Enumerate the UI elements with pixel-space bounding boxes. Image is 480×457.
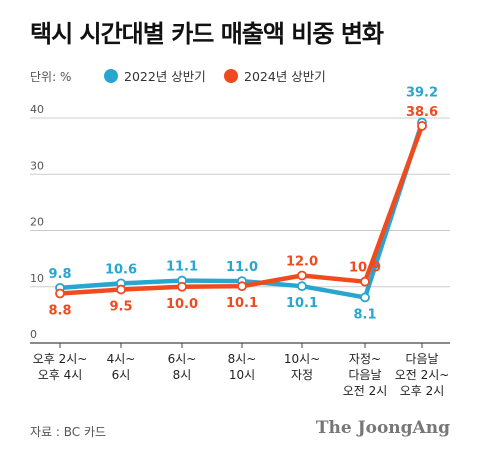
x-tick-label-line: 오전 2시 [343,384,388,398]
data-label: 9.5 [109,300,132,315]
source-note: 자료 : BC 카드 [30,425,107,439]
data-label: 11.1 [166,260,198,275]
x-tick-label-line: 오후 2시 [400,384,445,398]
x-tick-label-line: 8시~ [228,352,257,366]
x-tick-label-line: 6시~ [168,352,197,366]
y-tick-label: 20 [30,216,44,229]
data-point [237,281,247,292]
legend-item-2022: 2022년 상반기 [104,66,206,85]
data-label: 10.1 [286,296,318,311]
x-tick-label-line: 다음날 [348,368,381,382]
x-tick-label-line: 8시 [173,368,192,382]
data-point [360,276,370,287]
x-tick-label-line: 자정 [291,368,313,382]
legend-marker-2024 [224,68,238,83]
legend-item-2024: 2024년 상반기 [224,66,326,85]
y-tick-label: 40 [30,103,44,116]
data-label: 9.8 [48,267,71,282]
data-label: 8.8 [48,304,71,319]
data-label: 12.0 [286,255,318,270]
x-tick-label: 8시~ 10시 [228,352,257,382]
x-tick-label-line: 6시 [112,368,131,382]
legend-marker-2022 [104,68,118,83]
x-tick-label-line: 자정~ [349,352,381,366]
legend-label-2024: 2024년 상반기 [244,69,326,84]
y-tick-label: 30 [30,159,44,172]
data-point [297,281,307,292]
data-point [55,288,65,299]
brand-logo: The JoongAng [315,418,450,438]
data-label: 10.0 [166,297,198,312]
data-point [177,281,187,292]
unit-label: 단위: % [30,70,72,84]
x-tick-label: 6시~ 8시 [168,352,197,382]
x-tick-label-line: 오후 4시 [38,368,83,382]
x-tick-label-line: 오후 2시~ [33,352,88,366]
y-tick-label: 0 [30,328,37,341]
data-label: 10.1 [226,296,258,311]
x-tick-label-line: 다음날 [405,352,438,366]
data-label: 11.0 [226,260,258,275]
data-label: 39.2 [406,86,438,101]
chart-title: 택시 시간대별 카드 매출액 비중 변화 [30,20,384,48]
x-tick-label-line: 10시 [229,368,255,382]
x-tick-label-line: 4시~ [107,352,136,366]
x-tick-label-line: 오전 2시~ [395,368,450,382]
x-tick-label: 10시~ 자정 [284,352,320,382]
x-tick-label-line: 10시~ [284,352,320,366]
y-tick-label: 10 [30,272,44,285]
data-point [297,270,307,281]
x-tick-label: 4시~ 6시 [107,352,136,382]
data-point [116,284,126,295]
data-point [417,120,427,131]
data-label: 8.1 [353,307,376,322]
data-label: 10.9 [349,261,381,276]
data-point [360,292,370,303]
data-label: 38.6 [406,105,438,120]
x-tick-label: 오후 2시~ 오후 4시 [33,352,88,382]
legend-label-2022: 2022년 상반기 [124,69,206,84]
data-label: 10.6 [105,262,137,277]
